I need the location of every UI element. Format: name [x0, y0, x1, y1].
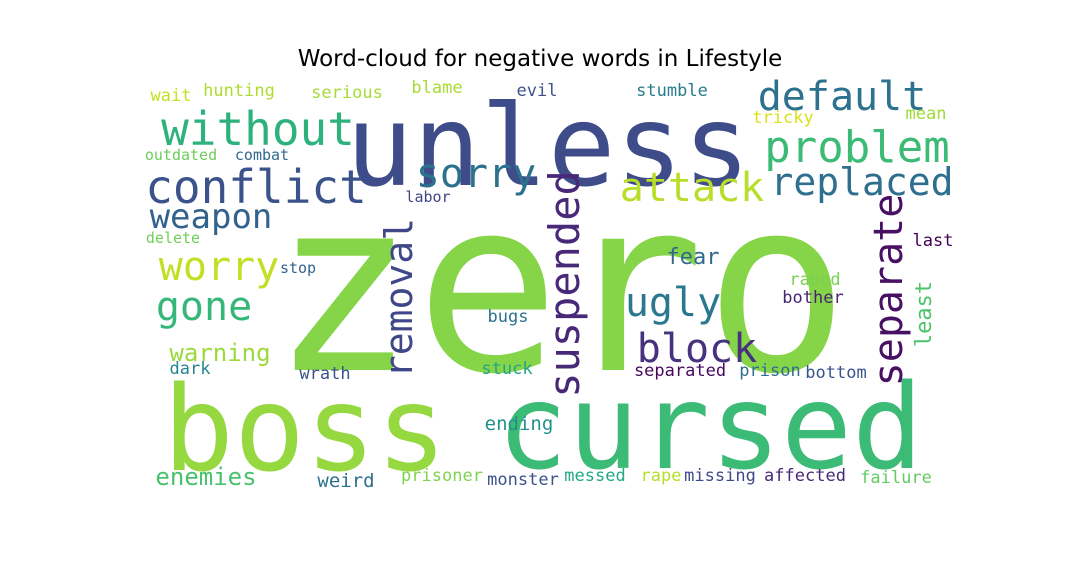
word-wrath: wrath: [299, 364, 350, 384]
word-combat: combat: [235, 146, 289, 164]
word-bottom: bottom: [805, 363, 866, 383]
word-removal: removal: [377, 218, 421, 378]
word-missing: missing: [684, 466, 756, 486]
word-affected: affected: [764, 466, 846, 486]
word-tricky: tricky: [752, 108, 813, 128]
word-raped: raped: [789, 270, 840, 290]
word-wait: wait: [151, 86, 192, 106]
word-worry: worry: [159, 244, 279, 290]
word-sorry: sorry: [416, 151, 536, 197]
word-separated: separated: [634, 361, 726, 381]
word-fear: fear: [667, 245, 720, 270]
word-cursed: cursed: [497, 358, 923, 496]
word-ugly: ugly: [625, 280, 721, 326]
word-stuck: stuck: [481, 359, 532, 379]
word-outdated: outdated: [145, 146, 217, 164]
word-gone: gone: [156, 284, 252, 330]
word-messed: messed: [564, 466, 625, 486]
word-rape: rape: [641, 466, 682, 486]
word-bugs: bugs: [488, 307, 529, 327]
word-enemies: enemies: [155, 463, 256, 491]
word-prison: prison: [739, 361, 800, 381]
word-monster: monster: [487, 470, 559, 490]
word-warning: warning: [169, 339, 270, 367]
word-zero: zero: [271, 147, 849, 427]
word-labor: labor: [405, 188, 450, 206]
word-without: without: [161, 102, 355, 156]
word-delete: delete: [146, 229, 200, 247]
word-evil: evil: [517, 81, 558, 101]
word-stop: stop: [280, 259, 316, 277]
word-failure: failure: [860, 468, 932, 488]
word-serious: serious: [311, 83, 383, 103]
word-hunting: hunting: [203, 81, 275, 101]
word-bother: bother: [782, 288, 843, 308]
word-separate: separate: [866, 194, 912, 387]
word-weapon: weapon: [150, 197, 273, 237]
word-replaced: replaced: [770, 160, 953, 204]
word-boss: boss: [163, 360, 447, 498]
word-stumble: stumble: [636, 81, 708, 101]
word-unless: unless: [346, 82, 751, 212]
chart-title: Word-cloud for negative words in Lifesty…: [297, 46, 783, 72]
word-last: last: [913, 231, 954, 251]
word-weird: weird: [317, 470, 374, 492]
word-problem: problem: [764, 122, 949, 173]
word-least: least: [912, 281, 937, 347]
word-attack: attack: [620, 165, 765, 211]
word-blame: blame: [411, 78, 462, 98]
word-mean: mean: [906, 104, 947, 124]
word-ending: ending: [485, 413, 554, 435]
word-conflict: conflict: [145, 160, 367, 214]
word-block: block: [637, 326, 757, 372]
word-default: default: [758, 74, 927, 120]
word-dark: dark: [170, 359, 211, 379]
word-suspended: suspended: [540, 170, 589, 398]
word-prisoner: prisoner: [401, 466, 483, 486]
